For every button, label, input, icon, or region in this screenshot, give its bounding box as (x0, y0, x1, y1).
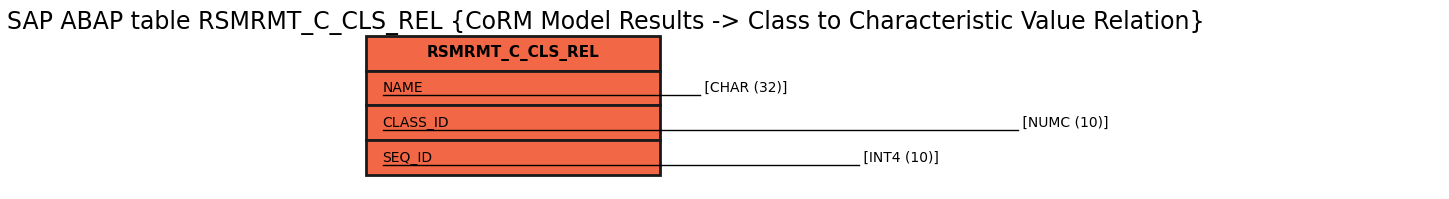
Text: CLASS_ID: CLASS_ID (383, 116, 449, 130)
Bar (367, 140, 661, 175)
Text: RSMRMT_C_CLS_REL: RSMRMT_C_CLS_REL (427, 45, 600, 61)
Bar (367, 36, 661, 71)
Text: NAME: NAME (383, 81, 423, 95)
Bar (367, 71, 661, 105)
Text: SEQ_ID: SEQ_ID (383, 151, 433, 165)
Text: [INT4 (10)]: [INT4 (10)] (859, 151, 939, 165)
Text: SAP ABAP table RSMRMT_C_CLS_REL {CoRM Model Results -> Class to Characteristic V: SAP ABAP table RSMRMT_C_CLS_REL {CoRM Mo… (7, 10, 1204, 35)
Text: [NUMC (10)]: [NUMC (10)] (1017, 116, 1108, 130)
Text: [CHAR (32)]: [CHAR (32)] (700, 81, 787, 95)
Bar (367, 105, 661, 140)
